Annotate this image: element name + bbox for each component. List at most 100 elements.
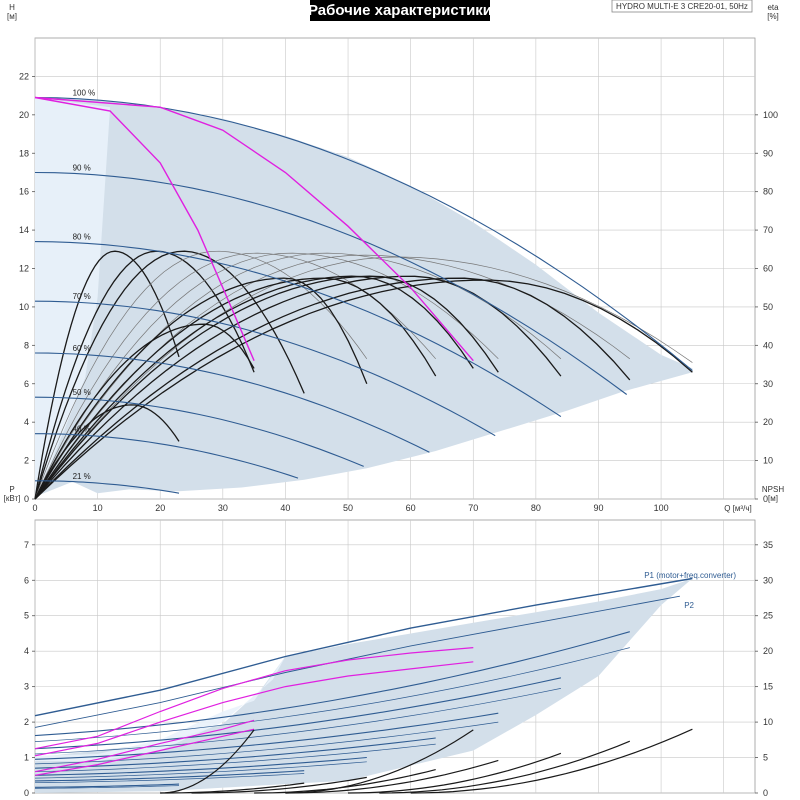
highlight-curve <box>34 661 474 757</box>
power-p2-curve <box>34 773 305 784</box>
system-curve <box>34 277 368 500</box>
npsh-curve <box>410 728 693 794</box>
y-tick-label: 12 <box>19 264 29 274</box>
operating-area <box>35 578 693 793</box>
y-tick-label: 0 <box>24 494 29 504</box>
npsh-curve <box>285 759 499 794</box>
right-tick-label: 20 <box>763 646 773 656</box>
system-curve <box>34 256 693 500</box>
y-tick-label: 1 <box>24 753 29 763</box>
y-tick-label: 10 <box>19 302 29 312</box>
pump-id-box <box>611 0 753 13</box>
x-tick-label: 40 <box>280 503 290 513</box>
y-tick-label: 16 <box>19 187 29 197</box>
x-tick-label: 50 <box>343 503 353 513</box>
speed-curve <box>34 352 430 453</box>
x-tick-label: 100 <box>654 503 669 513</box>
speed-curve-label: 21 % <box>73 472 91 481</box>
power-p2-curve <box>34 743 436 773</box>
head-panel: 0 2 4 6 8 10 12 14 16 18 20 22 0 10 20 30 40 50 60 70 80 90 10… <box>7 3 779 513</box>
power-p1-curve <box>35 783 180 788</box>
y-tick-label: 4 <box>24 417 29 427</box>
x-tick-label: 60 <box>406 503 416 513</box>
x-tick-label: 90 <box>593 503 603 513</box>
right-tick-label: 70 <box>763 225 773 235</box>
speed-curve-label: 80 % <box>73 233 91 242</box>
right-tick-label: 100 <box>763 110 778 120</box>
highlight-curve <box>34 647 474 750</box>
y-tick-label: 6 <box>24 379 29 389</box>
left-axis-unit: [кВт] <box>4 494 21 503</box>
y-tick-label: 7 <box>24 540 29 550</box>
right-tick-label: 20 <box>763 417 773 427</box>
right-axis-unit: [м] <box>768 494 778 503</box>
speed-curve-label: 50 % <box>73 388 91 397</box>
speed-curve-label: 70 % <box>73 292 91 301</box>
right-axis-unit: [%] <box>767 12 779 21</box>
power-p1-curve <box>34 631 630 737</box>
power-p2-curve <box>34 688 561 755</box>
right-tick-label: 25 <box>763 611 773 621</box>
right-tick-label: 10 <box>763 717 773 727</box>
right-tick-label: 10 <box>763 456 773 466</box>
npsh-curve <box>160 782 305 794</box>
power-p2-curve <box>34 647 630 742</box>
right-tick-label: 30 <box>763 379 773 389</box>
highlight-curve <box>34 96 255 361</box>
system-curve <box>34 250 368 500</box>
right-tick-label: 90 <box>763 148 773 158</box>
x-tick-label: 70 <box>468 503 478 513</box>
system-curve <box>34 279 693 500</box>
left-axis-unit: [м] <box>7 12 17 21</box>
speed-curve <box>34 396 364 467</box>
system-curve <box>34 250 180 500</box>
power-p1-curve <box>34 770 305 782</box>
y-tick-label: 14 <box>19 225 29 235</box>
system-curve <box>34 275 562 500</box>
y-tick-label: 6 <box>24 575 29 585</box>
right-tick-label: 40 <box>763 340 773 350</box>
npsh-curve <box>254 769 436 794</box>
speed-curve <box>34 241 562 418</box>
right-tick-label: 50 <box>763 302 773 312</box>
y-tick-label: 4 <box>24 646 29 656</box>
speed-curve-label: 100 % <box>73 89 96 98</box>
y-tick-label: 5 <box>24 611 29 621</box>
y-tick-label: 2 <box>24 456 29 466</box>
power-p1-curve <box>34 677 562 750</box>
npsh-curve <box>285 729 474 794</box>
left-axis-title: H <box>9 3 15 12</box>
y-tick-label: 20 <box>19 110 29 120</box>
npsh-curve <box>379 740 631 794</box>
highlight-curve <box>34 719 255 773</box>
left-axis-title: P <box>9 485 14 494</box>
chart-title: Рабочие характеристики <box>308 2 492 19</box>
y-tick-label: 0 <box>24 788 29 798</box>
speed-curve <box>35 433 299 479</box>
speed-curve <box>35 480 180 494</box>
y-tick-label: 2 <box>24 717 29 727</box>
x-tick-label: 80 <box>531 503 541 513</box>
right-axis-title: NPSH <box>762 485 784 494</box>
y-tick-label: 8 <box>24 340 29 350</box>
system-curve <box>34 275 474 500</box>
power-p1-curve <box>34 756 367 776</box>
y-tick-label: 22 <box>19 71 29 81</box>
right-tick-label: 15 <box>763 682 773 692</box>
system-curve <box>34 250 255 500</box>
y-tick-label: 3 <box>24 682 29 692</box>
speed-curve <box>34 171 628 395</box>
x-axis-title: Q [м³/ч] <box>724 504 751 513</box>
right-tick-label: 0 <box>763 788 768 798</box>
system-curve <box>34 277 631 500</box>
speed-curve <box>34 300 496 437</box>
title-box <box>310 0 490 21</box>
right-tick-label: 60 <box>763 264 773 274</box>
speed-curve-label: 60 % <box>73 344 91 353</box>
x-tick-label: 0 <box>32 503 37 513</box>
speed-curve <box>34 96 693 371</box>
y-tick-label: 18 <box>19 148 29 158</box>
p2-label: P2 <box>684 601 694 610</box>
